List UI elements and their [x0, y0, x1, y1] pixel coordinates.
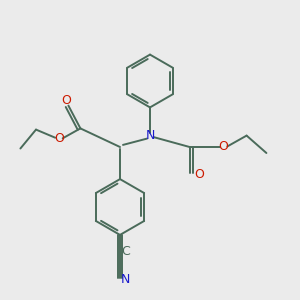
Text: O: O [219, 140, 228, 154]
Text: N: N [145, 129, 155, 142]
Text: N: N [121, 273, 130, 286]
Text: O: O [194, 168, 204, 181]
Text: O: O [62, 94, 71, 107]
Text: O: O [54, 132, 64, 145]
Text: C: C [121, 245, 130, 258]
